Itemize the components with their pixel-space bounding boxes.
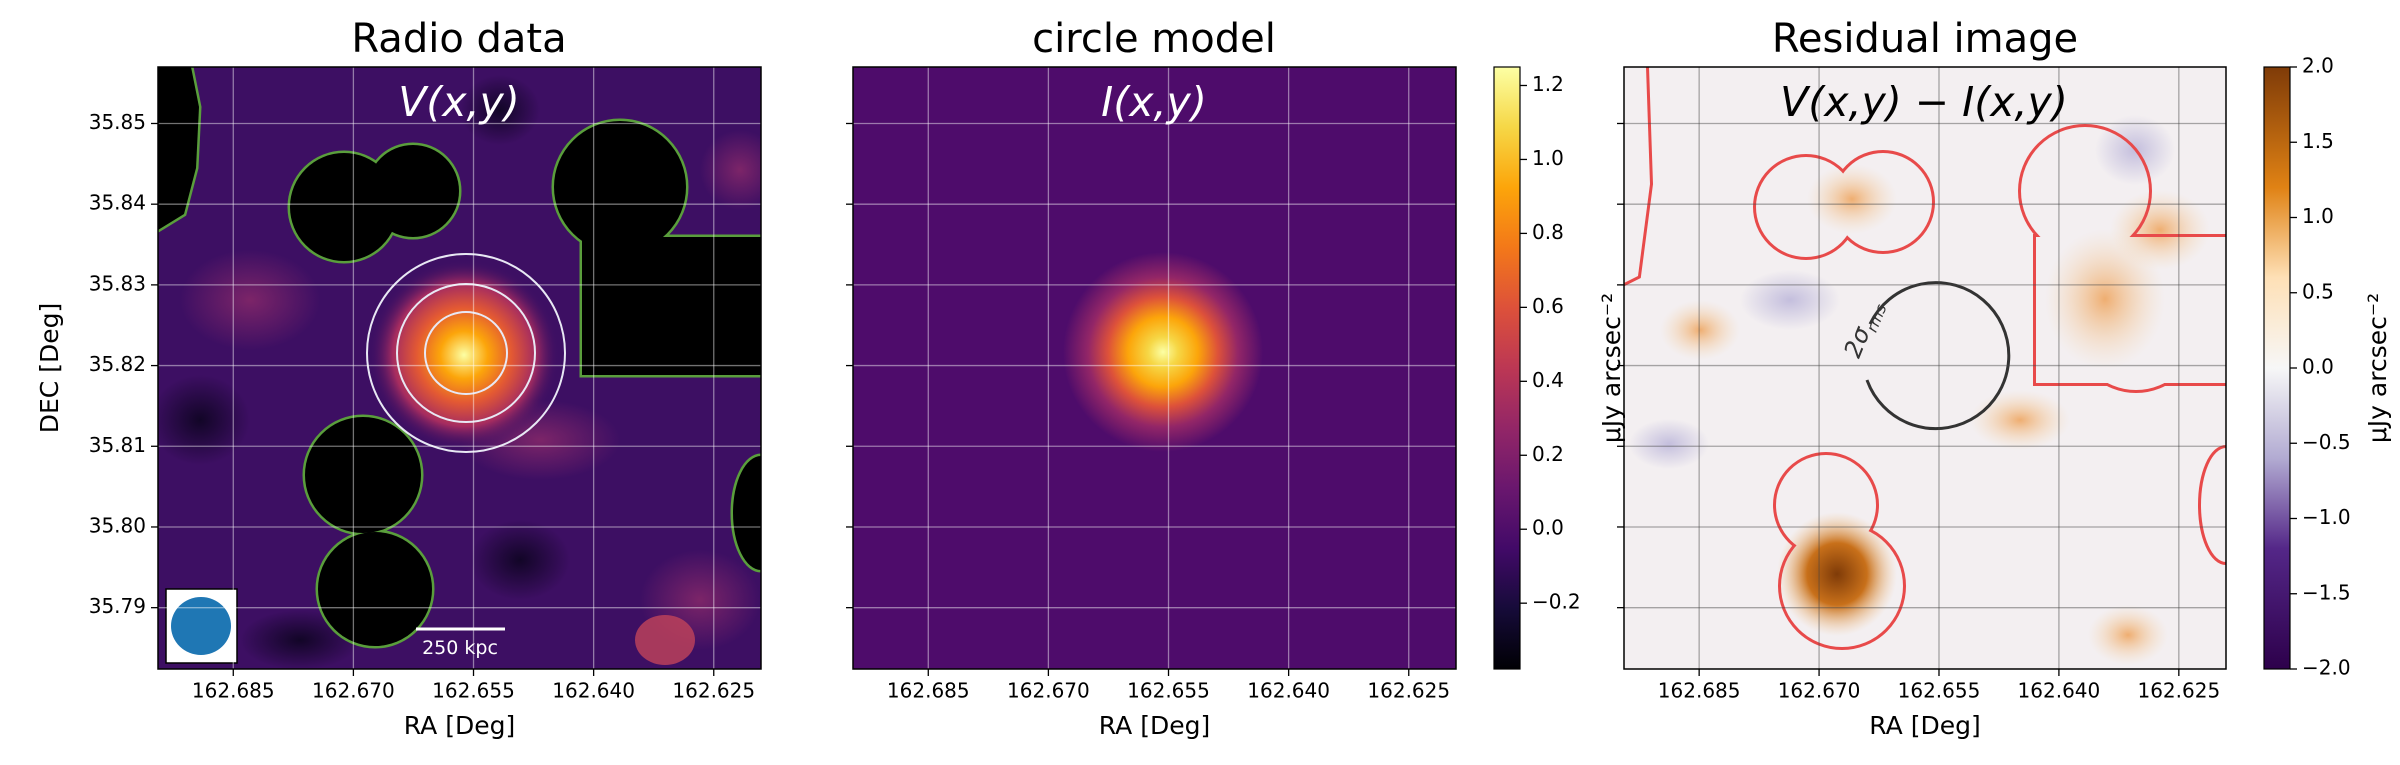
colorbar [1493,66,1521,670]
y-tick-label: 35.84 [89,191,146,215]
scale-bar-label: 250 kpc [422,637,498,659]
colorbar-tick-label: 1.0 [1532,146,1564,170]
residual-image [1624,67,2226,669]
x-tick-label: 162.685 [887,679,970,703]
panel-annotation: V(x,y) [398,78,520,126]
colorbar-label: μJy arcsec⁻² [1597,293,1626,443]
x-tick-label: 162.670 [1007,679,1090,703]
x-tick-label: 162.685 [192,679,275,703]
colorbar-tick-label: 0.8 [1532,220,1564,244]
axes-frame [852,66,1457,670]
y-tick-label: 35.79 [89,594,146,618]
colorbar-tick-label: 0.5 [2302,279,2334,303]
colorbar-tick-label: 1.5 [2302,129,2334,153]
y-tick-label: 35.81 [89,433,146,457]
x-axis-label: RA [Deg] [404,711,515,740]
model-image [853,67,1456,669]
radio-image [158,67,761,669]
y-axis-label: DEC [Deg] [35,303,64,433]
x-tick-label: 162.625 [672,679,755,703]
colorbar-tick-label: 0.6 [1532,294,1564,318]
colorbar-tick-label: −0.5 [2302,430,2351,454]
x-tick-label: 162.670 [312,679,395,703]
colorbar-tick-label: −1.5 [2302,580,2351,604]
colorbar-tick-label: −0.2 [1532,590,1581,614]
colorbar-tick-label: 0.0 [1532,516,1564,540]
colorbar-tick-label: 0.4 [1532,368,1564,392]
colorbar-tick-label: 0.2 [1532,442,1564,466]
axes-frame [157,66,762,670]
colorbar-tick-label: 0.0 [2302,355,2334,379]
annotations: Radio data circle model Residual image V… [351,16,2078,659]
x-tick-label: 162.655 [1898,679,1981,703]
x-tick-label: 162.625 [1367,679,1450,703]
colorbar-tick-label: −2.0 [2302,656,2351,680]
x-tick-label: 162.640 [2018,679,2101,703]
x-axis-label: RA [Deg] [1099,711,1210,740]
y-tick-label: 35.83 [89,271,146,295]
panel-annotation: V(x,y) − I(x,y) [1780,78,2068,126]
colorbar-tick-label: 1.2 [1532,72,1564,96]
colorbar-label: μJy arcsec⁻² [2363,293,2392,443]
x-tick-label: 162.640 [552,679,635,703]
axes-layer: 162.685 162.670 162.655 162.640 162.625 35.79… [35,54,2392,741]
panel-title: circle model [1032,16,1276,62]
x-tick-label: 162.655 [432,679,515,703]
colorbar [2263,66,2291,670]
panel-annotation: I(x,y) [1101,78,1207,126]
panel-title: Residual image [1772,16,2078,62]
axes-frame [1623,66,2227,670]
panel-title: Radio data [351,16,566,62]
x-tick-label: 162.685 [1658,679,1741,703]
x-tick-label: 162.655 [1127,679,1210,703]
x-tick-label: 162.625 [2137,679,2220,703]
y-tick-label: 35.85 [89,110,146,134]
x-axis-label: RA [Deg] [1869,711,1980,740]
x-tick-label: 162.640 [1247,679,1330,703]
colorbar-tick-label: 2.0 [2302,54,2334,78]
y-tick-label: 35.80 [89,513,146,537]
colorbar-tick-label: 1.0 [2302,204,2334,228]
y-tick-label: 35.82 [89,352,146,376]
colorbar-tick-label: −1.0 [2302,505,2351,529]
x-tick-label: 162.670 [1778,679,1861,703]
